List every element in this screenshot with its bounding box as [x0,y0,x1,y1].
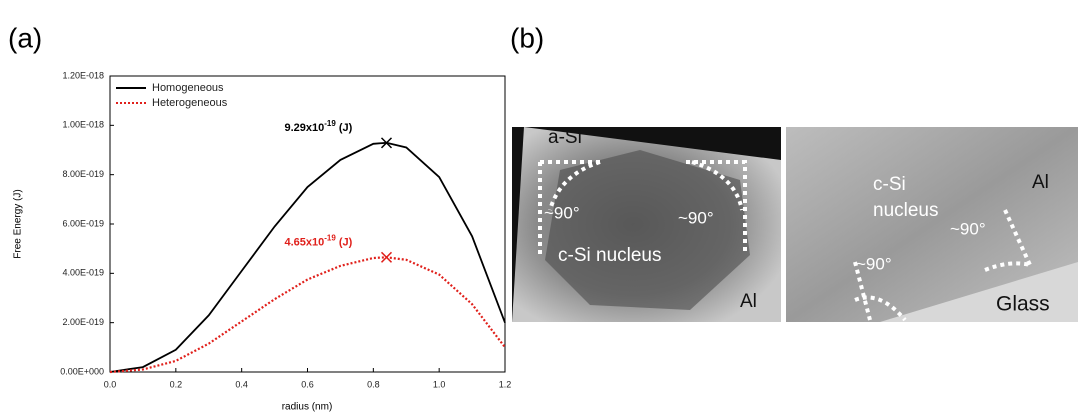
x-tick-label: 0.2 [170,379,183,389]
annotation: 4.65x10-19 (J) [285,233,353,248]
image-label: ~90° [544,203,580,222]
image-label: Glass [996,293,1050,316]
right-micrograph: c-Si nucleus Al ~90° ~90° Glass [786,127,1078,322]
y-tick-label: 2.00E-019 [62,317,104,327]
annotation: 9.29x10-19 (J) [285,119,353,134]
annotation-marker [380,137,393,149]
y-tick-label: 1.00E-018 [62,120,104,130]
y-tick-label: 4.00E-019 [62,268,104,278]
annotation-marker [380,251,393,263]
image-label: Al [740,291,757,312]
annotation-part: -19 [324,233,336,242]
legend-label: Homogeneous [152,82,224,94]
y-tick-label: 8.00E-019 [62,169,104,179]
y-tick-label: 0.00E+000 [60,366,104,376]
x-tick-label: 1.2 [499,379,512,389]
image-label: c-Si [873,174,906,195]
x-tick-label: 0.8 [367,379,380,389]
line [109,141,506,373]
annotation-part: (J) [339,236,353,248]
image-label: ~90° [678,208,714,227]
image-label: nucleus [873,200,939,221]
image-label: c-Si nucleus [558,245,662,266]
annotation-part: -19 [324,119,336,128]
annotation-part: 4.65x10 [285,236,325,248]
y-tick-label: 1.20E-018 [62,70,104,80]
plot-frame [109,75,506,373]
x-tick-label: 1.0 [433,379,446,389]
annotation-part: (J) [339,122,353,134]
image-label: ~90° [856,254,892,273]
panel-label: (a) [8,22,42,53]
y-tick-label: 6.00E-019 [62,218,104,228]
y-axis-title: Free Energy (J) [13,189,24,258]
x-tick-label: 0.4 [235,379,248,389]
annotation-part: 9.29x10 [285,122,325,134]
image-label: ~90° [950,219,986,238]
image-label: a-Si [548,127,582,148]
legend-label: Heterogeneous [152,97,228,109]
x-axis-title: radius (nm) [282,402,333,413]
line [109,256,506,374]
left-micrograph: a-Si ~90° ~90° c-Si nucleus Al [512,127,781,322]
x-tick-label: 0.6 [301,379,314,389]
x-tick-label: 0.0 [104,379,117,389]
image-label: Al [1032,172,1049,193]
panel-label: (b) [510,22,544,53]
